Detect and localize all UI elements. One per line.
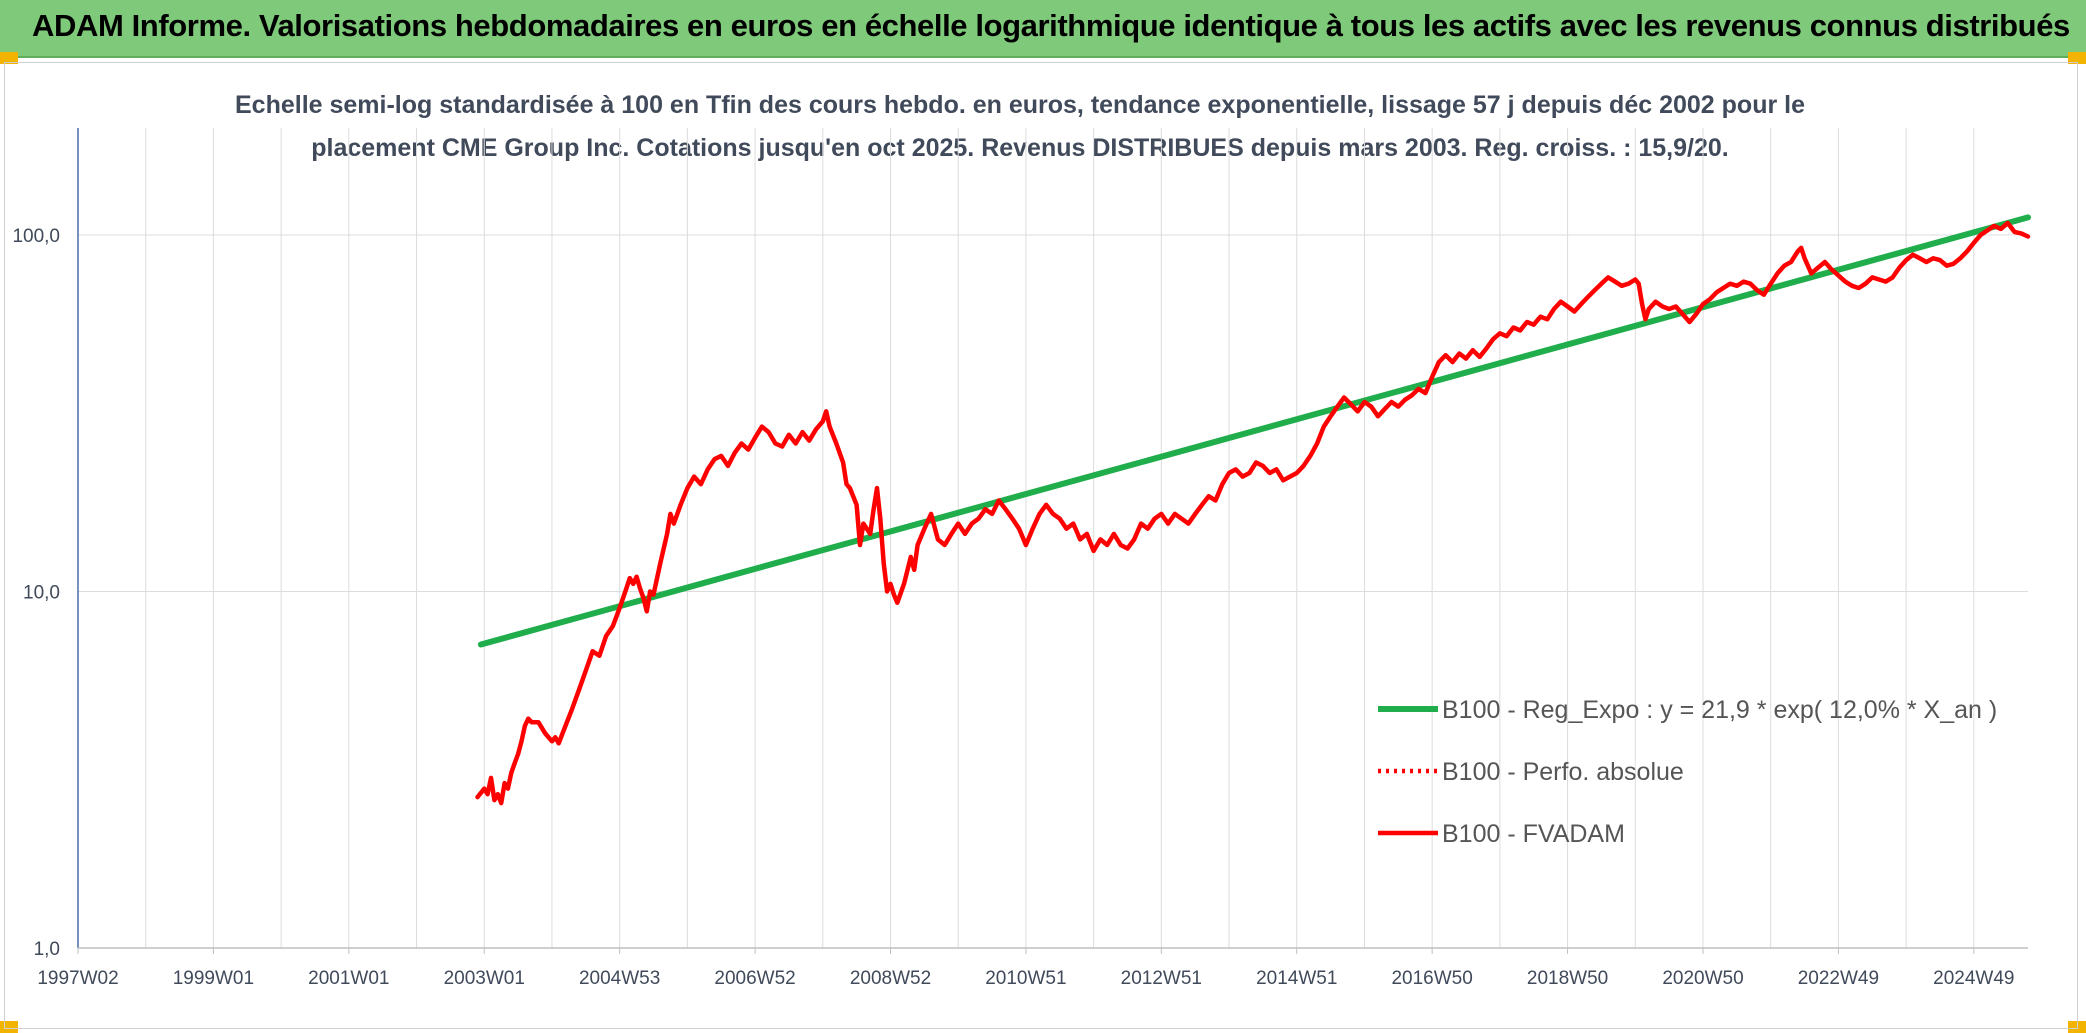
x-tick-label: 2003W01 <box>444 968 525 989</box>
x-tick-label: 2024W49 <box>1933 968 2014 989</box>
x-tick-label: 2001W01 <box>308 968 389 989</box>
chart-subtitle: Echelle semi-log standardisée à 100 en T… <box>200 84 1840 170</box>
x-tick-label: 2020W50 <box>1662 968 1743 989</box>
report-title: ADAM Informe. Valorisations hebdomadaire… <box>32 8 2070 43</box>
x-tick-label: 2008W52 <box>850 968 931 989</box>
x-tick-label: 1999W01 <box>173 968 254 989</box>
chart-subtitle-line1: Echelle semi-log standardisée à 100 en T… <box>235 91 1805 119</box>
corner-marker <box>0 52 18 64</box>
chart-frame <box>4 62 2078 1029</box>
grid <box>77 128 2028 949</box>
series-line-0 <box>477 214 2031 648</box>
x-tick-label: 2004W53 <box>579 968 660 989</box>
x-tick-label: 2018W50 <box>1527 968 1608 989</box>
x-tick-label: 2016W50 <box>1391 968 1472 989</box>
x-tick-label: 2010W51 <box>985 968 1066 989</box>
chart-subtitle-line2: placement CME Group Inc. Cotations jusqu… <box>311 134 1729 162</box>
series <box>475 214 2031 806</box>
series-line-2 <box>475 220 2031 806</box>
header-banner: ADAM Informe. Valorisations hebdomadaire… <box>0 0 2086 58</box>
y-tick-label: 100,0 <box>12 226 60 247</box>
corner-marker <box>2068 52 2086 64</box>
x-tick-label: 1997W02 <box>37 968 118 989</box>
x-tick-label: 2022W49 <box>1798 968 1879 989</box>
legend: B100 - Reg_Expo : y = 21,9 * exp( 12,0% … <box>1378 696 1997 848</box>
legend-label-perfo-absolue: B100 - Perfo. absolue <box>1442 758 1684 786</box>
y-tick-label: 1,0 <box>34 939 60 960</box>
legend-label-reg-expo: B100 - Reg_Expo : y = 21,9 * exp( 12,0% … <box>1442 696 1997 724</box>
legend-label-fvadam: B100 - FVADAM <box>1442 820 1625 848</box>
axes: 1,0 10,0 100,0 1997W02 1999W01 2001W01 2003W01… <box>12 128 2028 989</box>
x-tick-label: 2012W51 <box>1121 968 1202 989</box>
x-tick-label: 2006W52 <box>714 968 795 989</box>
y-tick-label: 10,0 <box>23 582 60 603</box>
x-tick-label: 2014W51 <box>1256 968 1337 989</box>
